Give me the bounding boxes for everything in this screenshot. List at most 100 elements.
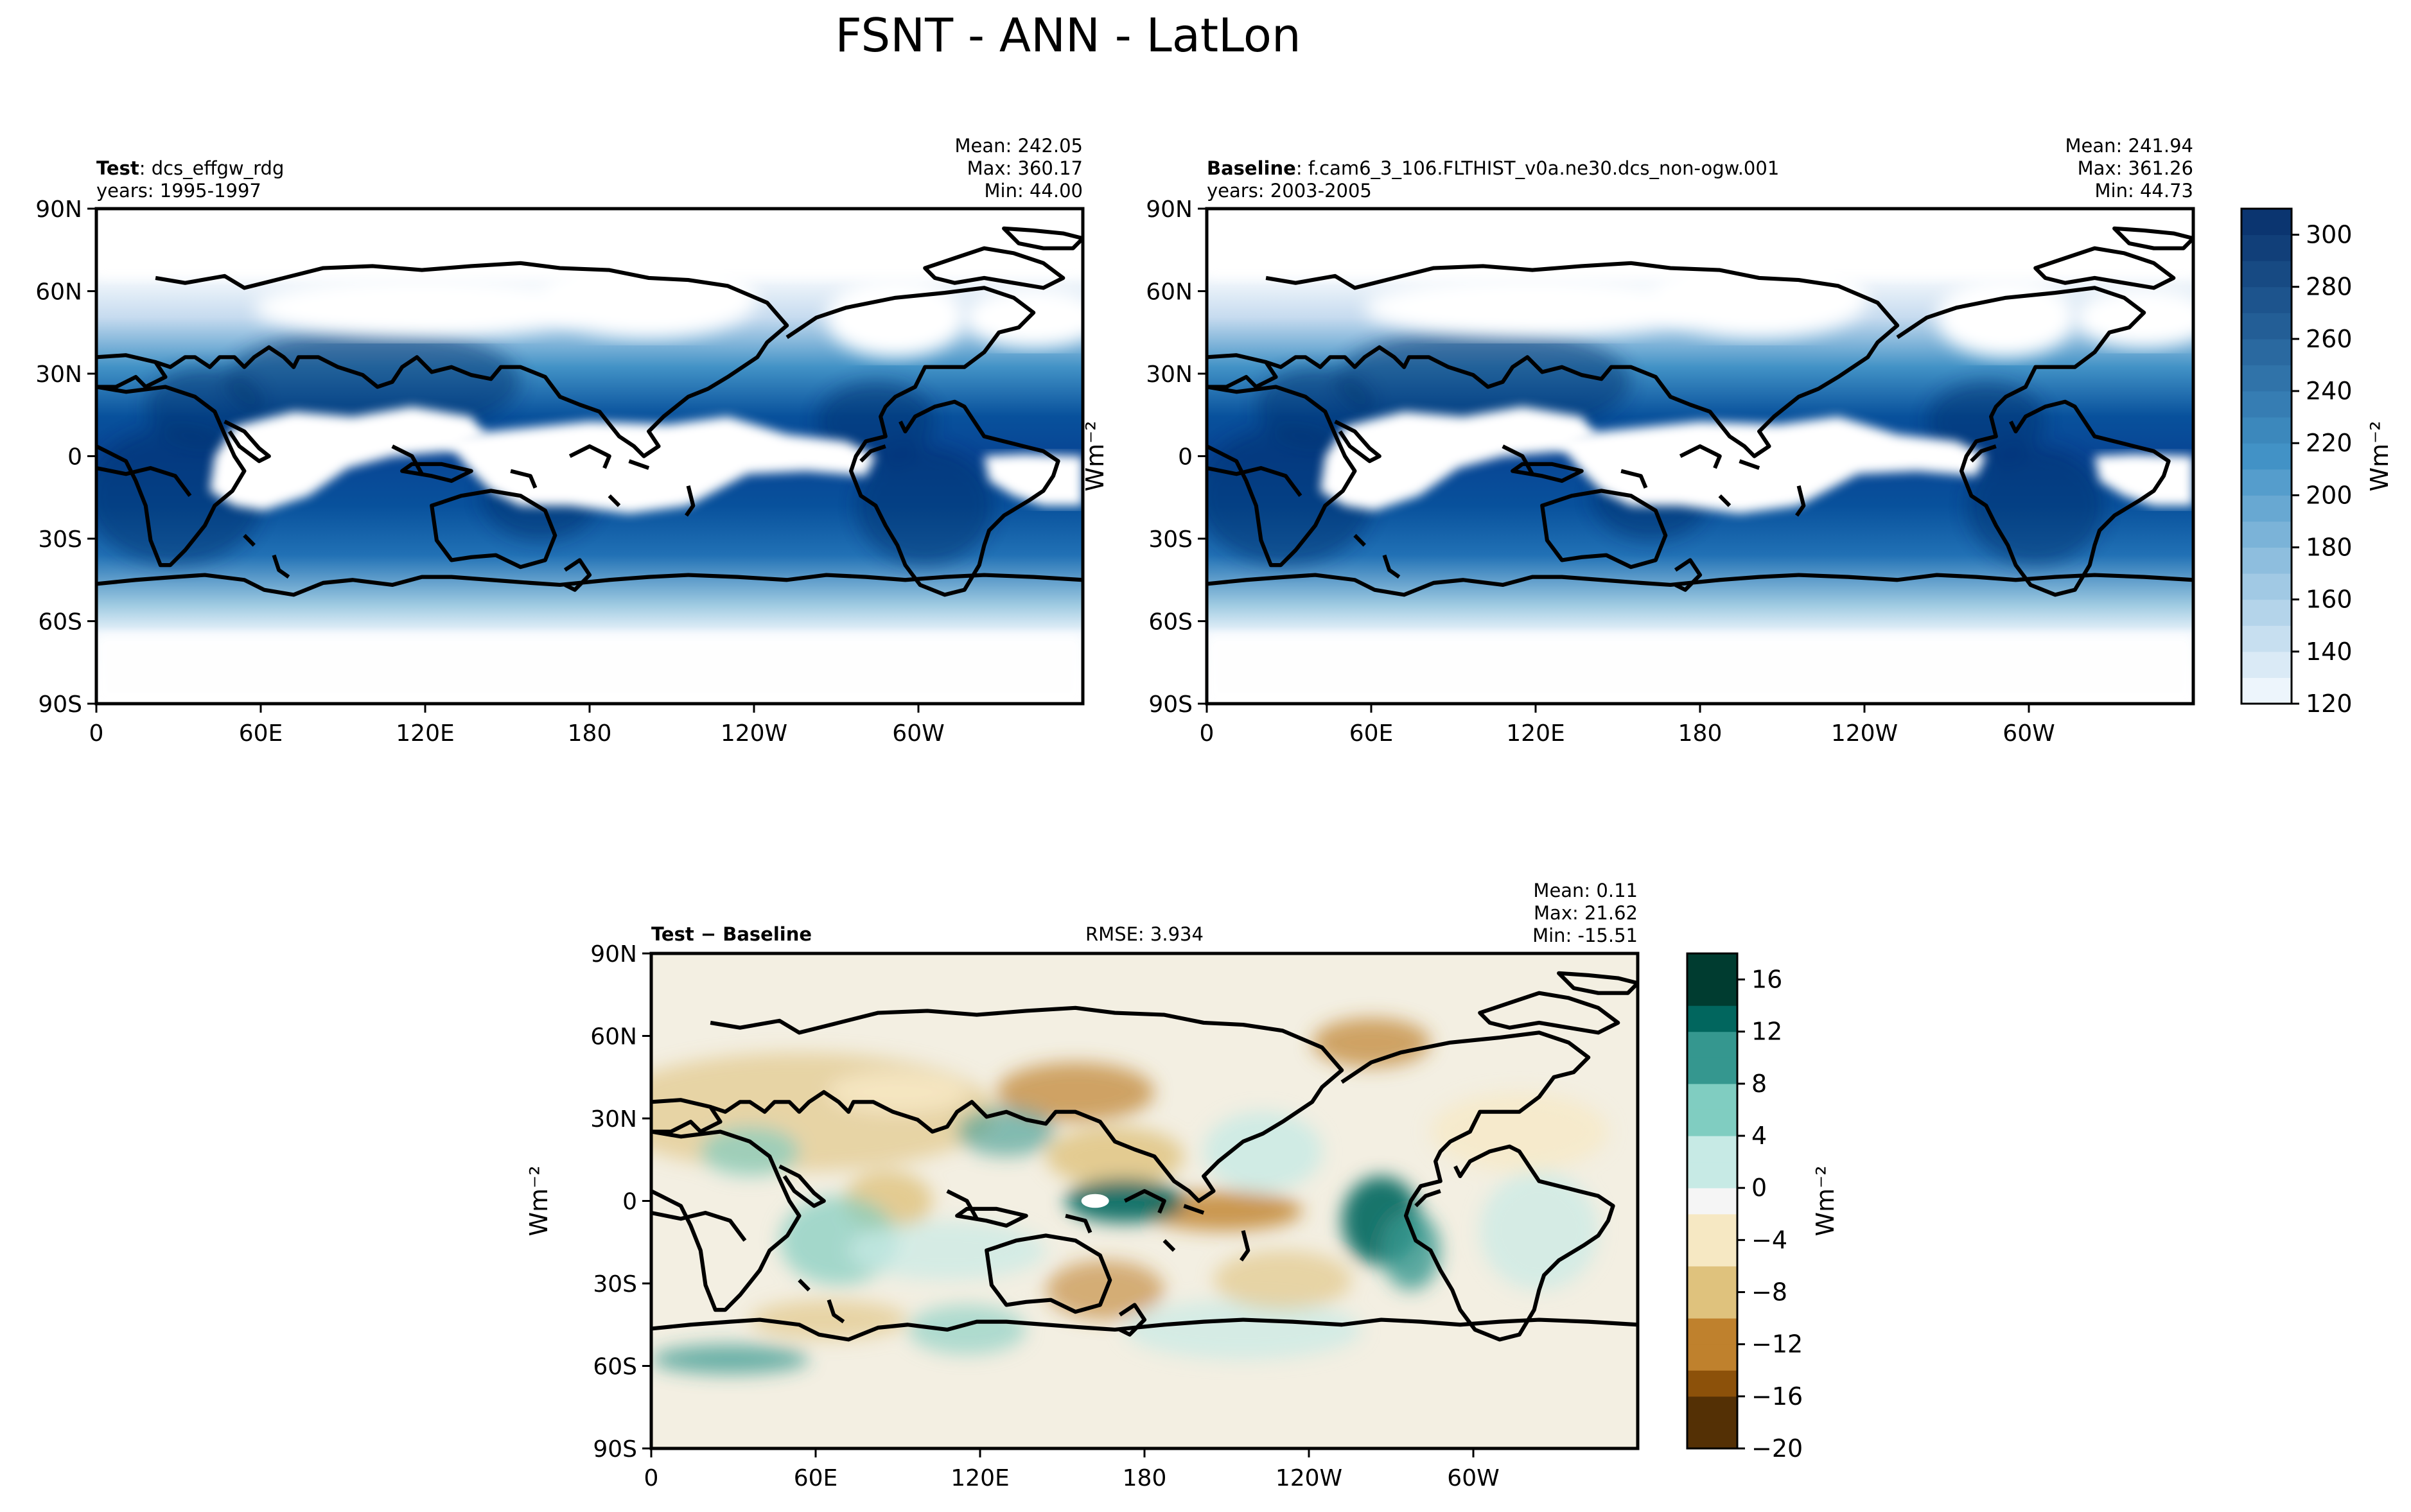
panel-stat: Mean: 0.11 [1533,880,1638,901]
colorbar-absolute: 120 140 160 180 200 220 240 260 280 300 Wm⁻² [2240,207,2394,718]
colorbar-level [2241,547,2292,574]
colorbar-tick-label: 220 [2306,429,2353,457]
x-tick-label: 120E [951,1465,1009,1491]
panel-years: years: 2003-2005 [1207,180,1372,202]
colorbar-tick-label: −8 [1751,1278,1787,1307]
colorbar-level [1687,1370,1737,1397]
colorbar-tick-label: 300 [2306,221,2353,249]
panel-rmse: RMSE: 3.934 [1085,923,1204,945]
colorbar-difference: −20 −16 −12 −8 −4 0 4 8 12 16 Wm⁻² [1686,952,1839,1463]
x-tick-label: 120E [1506,720,1565,747]
colorbar-tick-label: −4 [1751,1226,1787,1254]
colorbar-tick-label: 0 [1751,1174,1767,1202]
panel-baseline: 0 60E 120E 180 120W 60W 90N 60N 30N 0 30S 60S 90S Bas… [1081,135,2195,747]
colorbar-level [2241,625,2292,652]
colorbar-tick-label: 160 [2306,586,2353,614]
colorbar-level [2241,677,2292,704]
colorbar-tick-label: 4 [1751,1122,1767,1150]
y-tick-label: 60N [35,279,82,306]
x-tick-label: 60E [794,1465,838,1491]
y-tick-label: 90S [593,1436,637,1463]
colorbar-level [1687,953,1737,980]
y-tick-label: 30S [38,526,82,553]
panel-stat: Min: 44.73 [2095,180,2193,202]
colorbar-label: Wm⁻² [1811,1166,1839,1237]
panel-years: years: 1995-1997 [96,180,261,202]
x-tick-label: 120W [721,720,787,747]
colorbar-level [2241,469,2292,496]
colorbar-frame [1686,952,1739,1450]
colorbar-frame [2240,207,2293,705]
colorbar-tick-label: 140 [2306,638,2353,666]
colorbar-level [2241,417,2292,444]
panel-test: 0 60E 120E 180 120W 60W 90N 60N 30N 0 30S 60S 90S Tes… [35,135,1085,747]
panel-stat: Max: 360.17 [967,157,1083,179]
colorbar-level [2241,391,2292,418]
colorbar-tick-label: 8 [1751,1070,1767,1098]
colorbar-level [2241,495,2292,522]
x-tick-label: 60W [2003,720,2055,747]
x-tick-label: 60E [239,720,283,747]
colorbar-level [2241,521,2292,548]
x-tick-label: 120W [1276,1465,1342,1491]
y-tick-label: 30N [590,1106,637,1133]
y-tick-label: 60S [1148,609,1193,636]
colorbar-level [2241,573,2292,600]
y-tick-label: 60S [593,1354,637,1380]
x-tick-label: 0 [1200,720,1214,747]
colorbar-level [2241,286,2292,313]
panel-ylabel: Wm⁻² [525,1166,553,1237]
panel-label-bold: Test − Baseline [651,923,812,945]
colorbar-level [1687,1136,1737,1163]
y-tick-label: 30N [35,361,82,388]
colorbar-level [1687,1057,1737,1084]
colorbar-label: Wm⁻² [2365,421,2394,492]
x-tick-label: 0 [89,720,104,747]
colorbar-tick-label: 260 [2306,325,2353,353]
y-tick-label: 90N [1146,196,1193,223]
colorbar-tick-label: 12 [1751,1018,1782,1046]
panel-label-baseline: Baseline: f.cam6_3_106.FLTHIST_v0a.ne30.… [1207,157,1779,179]
colorbar-level [2241,599,2292,626]
colorbar-level [1687,1005,1737,1032]
panel-stat: Mean: 241.94 [2065,135,2193,157]
colorbar-tick-label: −16 [1751,1382,1803,1411]
x-tick-label: 60W [1447,1465,1499,1491]
colorbar-level [2241,313,2292,340]
y-tick-label: 0 [1178,444,1193,471]
panel-label-bold: Baseline [1207,157,1296,179]
panel-stat: Min: 44.00 [985,180,1083,202]
colorbar-level [2241,209,2292,236]
colorbar-tick-label: 200 [2306,481,2353,509]
y-tick-label: 90N [590,941,637,968]
panel-stat: Max: 361.26 [2078,157,2193,179]
colorbar-level [1687,1083,1737,1110]
x-tick-label: 60W [892,720,944,747]
colorbar-tick-label: −12 [1751,1330,1803,1359]
colorbar-level [1687,1188,1737,1215]
colorbar-level [2241,261,2292,288]
colorbar-level [2241,651,2292,678]
x-tick-label: 60E [1349,720,1394,747]
x-tick-label: 180 [568,720,612,747]
map-field-diff [651,953,1638,1448]
colorbar-tick-label: 16 [1751,966,1782,994]
panel-label-test: Test: dcs_effgw_rdg [96,157,284,179]
panel-label-diff: Test − Baseline [651,923,812,945]
map-field-baseline [1207,209,2193,704]
colorbar-level [1687,1344,1737,1371]
y-tick-label: 30S [1148,526,1193,553]
colorbar-tick-label: 280 [2306,273,2353,301]
colorbar-tick-label: 180 [2306,534,2353,562]
colorbar-level [2241,338,2292,365]
colorbar-level [2241,443,2292,470]
panel-label-rest: : f.cam6_3_106.FLTHIST_v0a.ne30.dcs_non-… [1296,157,1779,179]
colorbar-tick-label: 120 [2306,690,2353,718]
panel-diff: 0 60E 120E 180 120W 60W 90N 60N 30N 0 30S 60S 90S Tes… [525,880,1640,1491]
y-tick-label: 90N [35,196,82,223]
colorbar-tick-label: 240 [2306,377,2353,405]
x-tick-label: 0 [644,1465,659,1491]
panel-stat: Max: 21.62 [1534,902,1638,924]
colorbar-level [1687,979,1737,1006]
colorbar-level [1687,1292,1737,1319]
